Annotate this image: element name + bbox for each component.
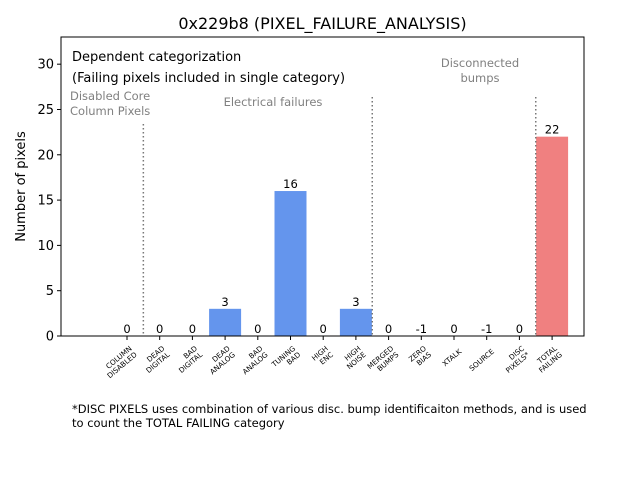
y-tick-label-3: 15 — [37, 194, 54, 209]
group-label-disconnected-1: Disconnected — [441, 56, 519, 70]
data-label-7: 3 — [352, 295, 359, 309]
group-label-electrical: Electrical failures — [224, 95, 323, 109]
footnote: *DISC PIXELS uses combination of various… — [72, 402, 637, 430]
data-label-10: 0 — [450, 322, 457, 336]
y-tick-label-6: 30 — [37, 58, 54, 73]
y-tick-label-0: 0 — [46, 330, 54, 345]
group-label-disconnected-2: bumps — [460, 71, 499, 85]
bar-7 — [339, 308, 372, 336]
data-label-3: 3 — [221, 295, 228, 309]
y-tick-label-4: 20 — [37, 148, 54, 163]
group-label-disabled-2: Column Pixels — [70, 104, 150, 118]
data-label-2: 0 — [189, 322, 196, 336]
chart-title: 0x229b8 (PIXEL_FAILURE_ANALYSIS) — [178, 14, 466, 34]
data-label-6: 0 — [320, 322, 327, 336]
x-tick-label-10: XTALK — [440, 347, 463, 368]
data-label-4: 0 — [254, 322, 261, 336]
data-label-5: 16 — [283, 177, 298, 191]
plot-frame — [60, 36, 585, 337]
group-label-disabled-1: Disabled Core — [70, 89, 150, 103]
y-tick-label-5: 25 — [37, 103, 54, 118]
bar-5 — [274, 191, 307, 336]
footnote-line-2: to count the TOTAL FAILING category — [72, 416, 285, 430]
legend-line-1: Dependent categorization — [72, 50, 241, 65]
data-label-0: 0 — [123, 322, 130, 336]
x-tick-label-11-line-0: SOURCE — [467, 347, 496, 373]
x-tick-label-11: SOURCE — [467, 347, 496, 373]
data-label-13: 22 — [545, 123, 560, 137]
y-axis-label: Number of pixels — [14, 131, 29, 242]
data-label-8: 0 — [385, 322, 392, 336]
x-tick-label-10-line-0: XTALK — [440, 347, 463, 368]
footnote-line-1: *DISC PIXELS uses combination of various… — [72, 402, 587, 416]
legend-line-2: (Failing pixels included in single categ… — [72, 71, 345, 86]
data-label-9: -1 — [416, 322, 427, 336]
bar-3 — [209, 308, 242, 336]
pixel-failure-chart: 0x229b8 (PIXEL_FAILURE_ANALYSIS)0 0 030160… — [14, 14, 585, 380]
y-tick-label-1: 5 — [46, 284, 54, 299]
data-label-11: -1 — [481, 322, 492, 336]
data-label-1: 0 — [156, 322, 163, 336]
y-tick-label-2: 10 — [37, 239, 54, 254]
bar-13 — [536, 136, 569, 336]
data-label-12: 0 — [516, 322, 523, 336]
